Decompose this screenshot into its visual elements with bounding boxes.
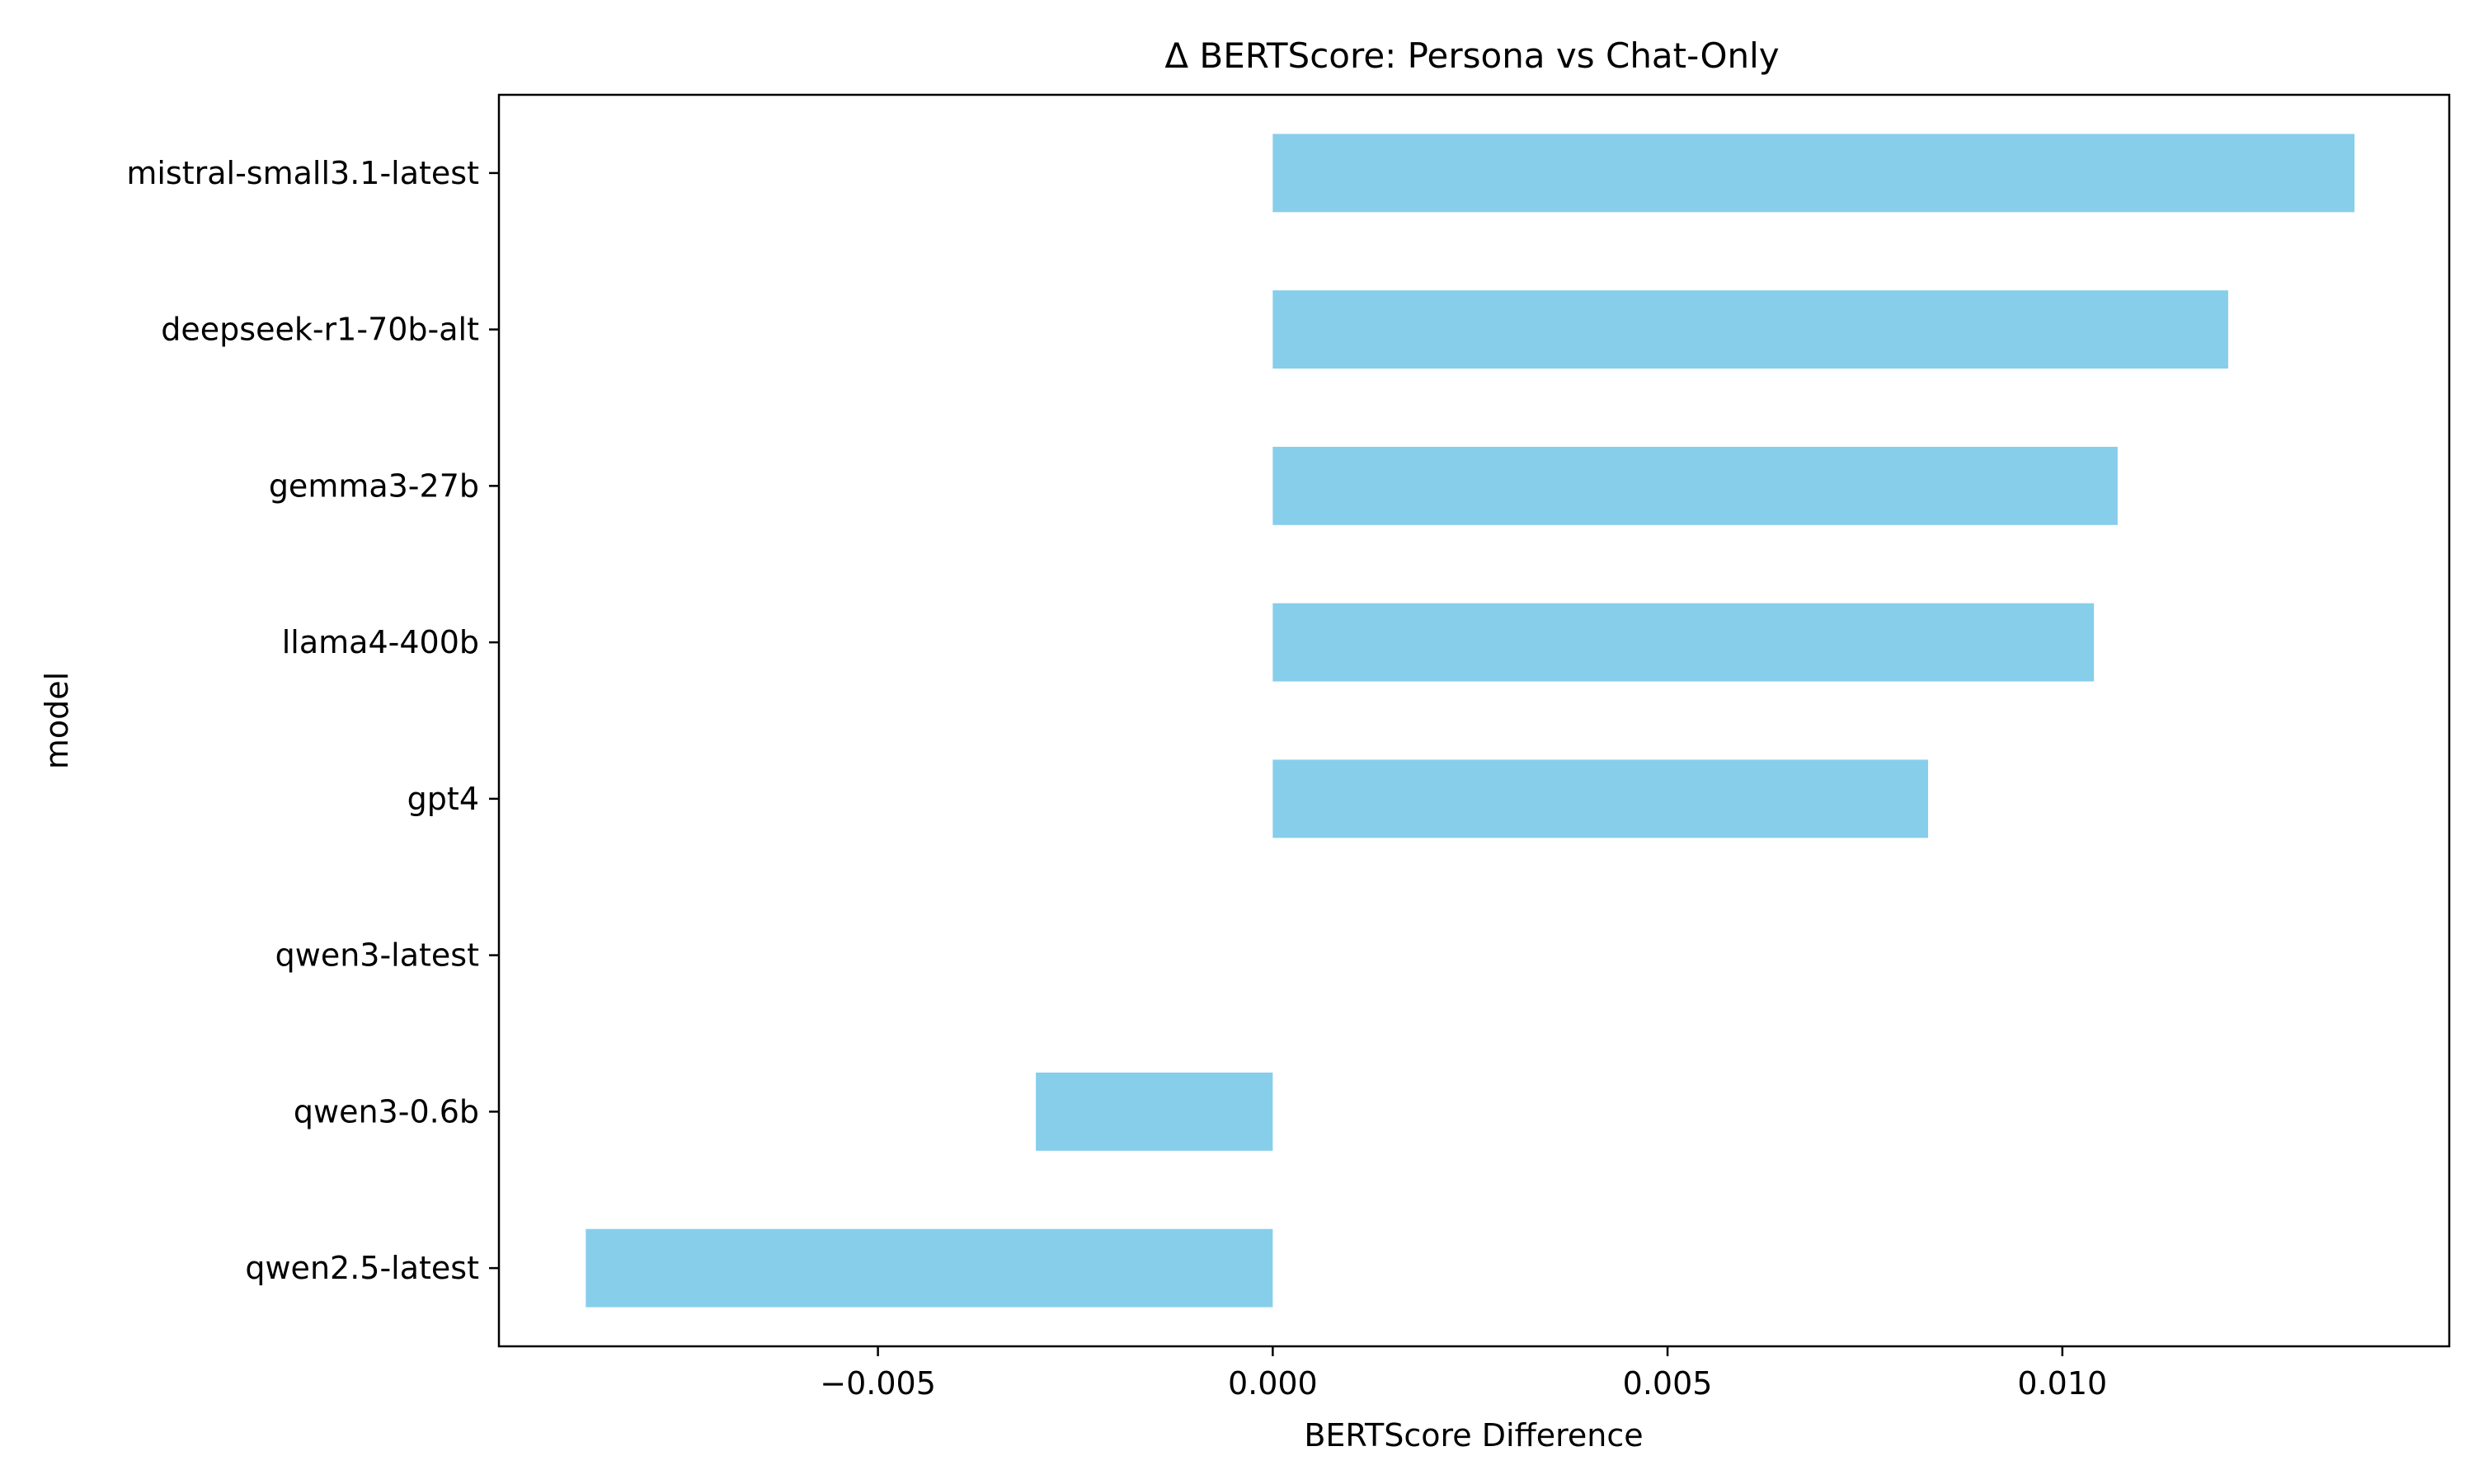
x-axis: −0.005 0.000 0.005 0.010 xyxy=(820,1346,2107,1402)
y-tick-label: gemma3-27b xyxy=(269,467,479,504)
y-tick-label: gpt4 xyxy=(407,781,479,817)
y-axis-label: model xyxy=(39,672,75,769)
y-tick-label: qwen3-0.6b xyxy=(294,1093,479,1129)
bars-group xyxy=(586,134,2355,1308)
bar-gemma3-27b xyxy=(1272,446,2118,525)
bar-gpt4 xyxy=(1272,759,1929,838)
y-tick-label: llama4-400b xyxy=(282,624,479,660)
x-tick-label: 0.005 xyxy=(1623,1365,1713,1402)
y-tick-label: qwen3-latest xyxy=(275,937,479,974)
x-tick-label: 0.010 xyxy=(2017,1365,2107,1402)
y-tick-label: mistral-small3.1-latest xyxy=(126,155,479,191)
chart-title: Δ BERTScore: Persona vs Chat-Only xyxy=(1164,35,1779,76)
bar-mistral-small3.1-latest xyxy=(1272,134,2355,213)
bar-llama4-400b xyxy=(1272,603,2095,682)
bar-deepseek-r1-70b-alt xyxy=(1272,290,2228,369)
x-axis-label: BERTScore Difference xyxy=(1304,1417,1643,1453)
x-tick-label: −0.005 xyxy=(820,1365,936,1402)
plot-frame xyxy=(497,93,2451,1348)
y-tick-label: deepseek-r1-70b-alt xyxy=(161,312,479,348)
y-tick-label: qwen2.5-latest xyxy=(245,1250,479,1286)
bar-qwen2.5-latest xyxy=(586,1228,1273,1308)
x-tick-label: 0.000 xyxy=(1228,1365,1318,1402)
bar-qwen3-0.6b xyxy=(1036,1072,1273,1151)
y-axis: mistral-small3.1-latest deepseek-r1-70b-a… xyxy=(126,155,499,1286)
